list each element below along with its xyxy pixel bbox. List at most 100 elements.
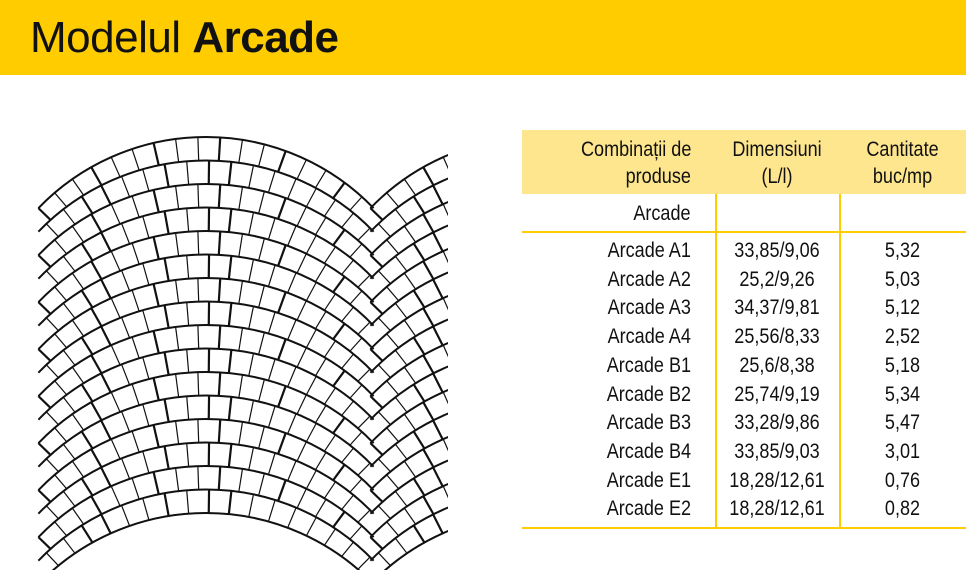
- column-divider: [715, 194, 717, 528]
- header-combinations: Combinații de: [580, 138, 691, 161]
- paver-joint: [369, 207, 384, 221]
- paver-joint: [277, 479, 287, 502]
- paver-joint: [332, 182, 346, 199]
- paver-joint: [277, 150, 287, 173]
- paver-joint: [314, 263, 327, 283]
- paver-joint: [163, 399, 170, 423]
- paver-joint: [454, 223, 460, 244]
- header-quantity: Cantitate: [866, 138, 939, 161]
- column-divider: [839, 194, 841, 528]
- header-combinations-2: produse: [625, 165, 691, 188]
- paver-joint: [186, 161, 190, 185]
- arc-row-edge: [37, 300, 375, 374]
- paver-joint: [110, 250, 121, 272]
- product-name: Arcade B2: [606, 382, 691, 406]
- paver-joint: [377, 411, 391, 426]
- paver-joint: [37, 207, 52, 221]
- paver-joint: [45, 552, 59, 567]
- paver-joint: [403, 366, 417, 384]
- paver-joint: [131, 477, 140, 500]
- paver-joint: [277, 385, 287, 408]
- product-name: Arcade E1: [606, 468, 691, 492]
- paver-joint: [54, 286, 68, 302]
- arc-row-edge: [37, 394, 375, 468]
- paver-joint: [131, 383, 140, 406]
- paver-joint: [54, 380, 68, 396]
- paver-joint: [238, 468, 244, 492]
- paver-joint: [37, 301, 52, 315]
- paver-joint: [45, 505, 59, 520]
- paver-joint: [90, 354, 103, 374]
- paver-joint: [305, 516, 317, 537]
- paver-joint: [341, 306, 354, 322]
- arc-row-edge: [37, 324, 375, 397]
- paver-joint: [120, 458, 131, 480]
- paver-joint: [100, 466, 112, 487]
- paver-joint: [323, 199, 336, 217]
- paver-joint: [238, 186, 244, 210]
- paver-joint: [175, 185, 180, 210]
- product-dimensions: 25,6/8,38: [739, 353, 815, 377]
- paver-joint: [37, 489, 52, 503]
- paver-joint: [100, 325, 112, 346]
- product-quantity: 5,32: [884, 239, 921, 262]
- arc-row-edge: [37, 183, 375, 256]
- paver-joint: [386, 427, 400, 443]
- product-quantity: 5,18: [884, 353, 921, 377]
- paver-joint: [217, 372, 222, 396]
- paver-joint: [296, 441, 307, 462]
- arc-row-edge: [37, 159, 375, 233]
- paver-joint: [369, 442, 384, 456]
- paver-joint: [45, 270, 59, 285]
- paver-joint: [403, 319, 417, 337]
- product-quantity: 0,76: [884, 468, 921, 492]
- paver-joint: [120, 505, 131, 527]
- paver-joint: [186, 208, 190, 232]
- paver-joint: [394, 490, 408, 507]
- paver-joint: [377, 317, 391, 332]
- paver-joint: [110, 203, 121, 225]
- paver-joint: [217, 466, 222, 490]
- paver-joint: [422, 213, 435, 233]
- paver-joint: [186, 443, 190, 467]
- paver-joint: [277, 244, 287, 267]
- paver-joint: [296, 159, 307, 180]
- product-name: Arcade B4: [606, 439, 691, 463]
- paver-joint: [394, 443, 408, 460]
- arc-row-edge: [37, 441, 375, 515]
- paver-joint: [369, 348, 384, 362]
- paver-joint: [100, 278, 112, 299]
- paver-joint: [287, 272, 297, 294]
- arc-row-edge: [37, 347, 375, 421]
- paver-joint: [197, 184, 200, 208]
- paver-joint: [45, 458, 59, 473]
- paver-joint: [54, 192, 68, 208]
- paver-joint: [197, 137, 200, 161]
- paver-joint: [152, 424, 160, 448]
- product-quantity: 2,52: [884, 325, 921, 349]
- paver-joint: [110, 438, 121, 460]
- paver-joint: [248, 306, 255, 330]
- arc-row-edge: [37, 230, 375, 303]
- paver-joint: [349, 478, 363, 493]
- arc-row-edge: [37, 418, 375, 491]
- paver-joint: [54, 333, 68, 349]
- paver-joint: [287, 507, 297, 529]
- paver-joint: [332, 370, 346, 387]
- paver-joint: [110, 344, 121, 366]
- paver-joint: [71, 178, 85, 196]
- paver-joint: [386, 380, 400, 396]
- paver-joint: [349, 290, 363, 305]
- paver-joint: [186, 490, 190, 514]
- paver-joint: [175, 373, 180, 398]
- arc-row-edge: [369, 436, 448, 491]
- paver-joint: [422, 307, 435, 327]
- paver-joint: [227, 443, 233, 468]
- paver-joint: [394, 208, 408, 225]
- paver-joint: [422, 354, 435, 374]
- paver-joint: [142, 310, 150, 333]
- paver-joint: [62, 396, 76, 413]
- paver-joint: [80, 383, 94, 403]
- paver-joint: [287, 366, 297, 388]
- paver-joint: [341, 400, 354, 416]
